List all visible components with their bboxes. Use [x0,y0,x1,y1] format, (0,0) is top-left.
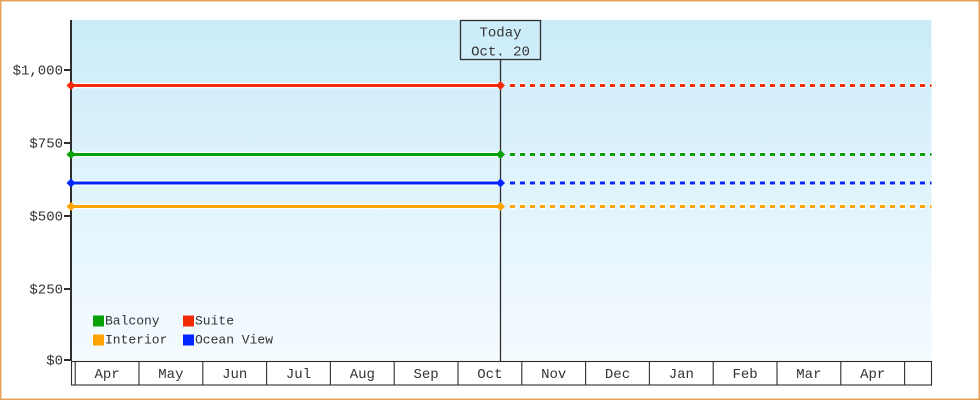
svg-text:$0: $0 [46,354,63,370]
svg-text:Jan: Jan [669,367,694,383]
svg-text:$500: $500 [29,210,63,226]
svg-text:Balcony: Balcony [105,313,160,328]
svg-text:$1,000: $1,000 [13,64,63,80]
svg-text:Jul: Jul [286,367,311,383]
svg-text:$250: $250 [29,283,63,299]
svg-text:Nov: Nov [541,367,566,383]
svg-text:Feb: Feb [732,367,757,383]
svg-text:Mar: Mar [796,367,821,383]
svg-text:May: May [158,367,183,383]
svg-text:Oct. 20: Oct. 20 [471,45,530,61]
svg-text:Apr: Apr [94,367,119,383]
svg-text:Suite: Suite [195,313,234,328]
svg-text:$750: $750 [29,137,63,153]
svg-text:Interior: Interior [105,332,167,347]
svg-text:Apr: Apr [860,367,885,383]
svg-text:Oct: Oct [477,367,502,383]
svg-text:Sep: Sep [413,367,438,383]
svg-text:Today: Today [479,26,521,42]
svg-text:Aug: Aug [350,367,375,383]
svg-text:Jun: Jun [222,367,247,383]
svg-text:Dec: Dec [605,367,630,383]
svg-text:Ocean View: Ocean View [195,332,273,347]
